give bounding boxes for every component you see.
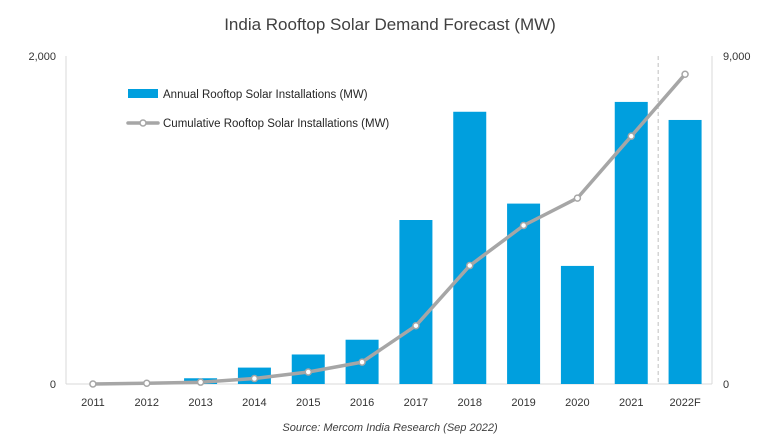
legend-bar-swatch xyxy=(128,89,158,98)
x-axis-labels: 2011 2012 2013 2014 2015 2016 2017 2018 2019 2020… xyxy=(81,397,701,409)
cumulative-line xyxy=(91,72,687,386)
x-tick-2016: 2016 xyxy=(350,397,374,409)
cumulative-point-2012 xyxy=(143,379,151,388)
cumulative-point-2020 xyxy=(573,194,582,202)
cumulative-point-2021 xyxy=(627,132,635,140)
chart-source: Source: Mercom India Research (Sep 2022) xyxy=(282,422,498,434)
chart-title: India Rooftop Solar Demand Forecast (MW) xyxy=(224,15,556,34)
x-tick-2018: 2018 xyxy=(458,397,482,409)
x-tick-2017: 2017 xyxy=(404,397,428,409)
right-axis-tick-min: 0 xyxy=(723,379,729,391)
x-tick-2021: 2021 xyxy=(619,397,643,409)
bar-series xyxy=(130,101,702,385)
cumulative-point-2014 xyxy=(250,374,259,383)
bar-2020 xyxy=(560,265,594,384)
x-tick-2015: 2015 xyxy=(296,397,320,409)
legend-bar-label: Annual Rooftop Solar Installations (MW) xyxy=(163,89,368,101)
cumulative-point-2016 xyxy=(358,358,366,366)
legend: Annual Rooftop Solar Installations (MW) … xyxy=(126,89,389,130)
cumulative-point-2022F xyxy=(681,70,689,78)
cumulative-markers xyxy=(89,70,689,388)
cumulative-point-2017 xyxy=(412,321,420,330)
bar-2018 xyxy=(453,111,487,384)
cumulative-point-2011 xyxy=(89,380,97,388)
x-tick-2011: 2011 xyxy=(81,397,105,409)
right-axis-tick-max: 9,000 xyxy=(723,51,751,63)
bar-2017 xyxy=(399,220,433,384)
x-tick-2019: 2019 xyxy=(511,397,535,409)
x-tick-2020: 2020 xyxy=(565,397,589,409)
x-tick-2022F: 2022F xyxy=(669,397,700,409)
legend-line-label: Cumulative Rooftop Solar Installations (… xyxy=(163,118,389,130)
left-axis-tick-max: 2,000 xyxy=(28,51,56,63)
bar-2022F xyxy=(668,119,702,385)
bar-2021 xyxy=(614,101,648,385)
x-tick-2014: 2014 xyxy=(242,397,266,409)
cumulative-point-2015 xyxy=(304,368,312,376)
x-tick-2013: 2013 xyxy=(188,397,212,409)
x-tick-2012: 2012 xyxy=(135,397,159,409)
cumulative-point-2018 xyxy=(466,261,474,270)
bar-2019 xyxy=(507,203,541,384)
cumulative-point-2019 xyxy=(519,221,528,230)
legend-line-marker xyxy=(139,119,147,127)
cumulative-point-2013 xyxy=(196,378,205,386)
left-axis-tick-min: 0 xyxy=(50,379,56,391)
